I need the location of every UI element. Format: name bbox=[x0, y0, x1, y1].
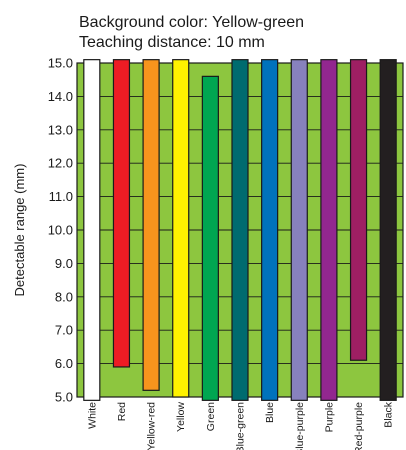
y-tick-label: 10.0 bbox=[48, 223, 73, 238]
x-tick-label-red-purple: Red-purple bbox=[353, 402, 365, 450]
y-tick-label: 7.0 bbox=[55, 323, 73, 338]
x-tick-label-yellow: Yellow bbox=[175, 402, 187, 432]
y-axis-label: Detectable range (mm) bbox=[12, 164, 27, 297]
x-tick-label-black: Black bbox=[383, 401, 395, 427]
x-tick-label-blue-green: Blue-green bbox=[235, 402, 247, 450]
bar-white bbox=[83, 59, 101, 401]
y-tick-label: 15.0 bbox=[48, 56, 73, 71]
bar-blue bbox=[261, 59, 279, 401]
y-tick-label: 8.0 bbox=[55, 289, 73, 304]
bars bbox=[83, 59, 397, 401]
chart-title-line-1: Background color: Yellow-green bbox=[79, 14, 304, 31]
y-tick-label: 14.0 bbox=[48, 89, 73, 104]
x-tick-label-blue-purple: Blue-purple bbox=[294, 402, 306, 450]
bar-blue-purple bbox=[290, 59, 308, 401]
bar-black bbox=[379, 59, 397, 401]
x-tick-label-white: White bbox=[86, 402, 98, 429]
x-tick-label-blue: Blue bbox=[264, 402, 276, 423]
bar-yellow bbox=[172, 59, 190, 398]
y-tick-label: 11.0 bbox=[49, 189, 73, 204]
y-tick-label: 12.0 bbox=[48, 156, 73, 171]
chart-title-line-2: Teaching distance: 10 mm bbox=[79, 34, 265, 51]
x-tick-label-green: Green bbox=[205, 402, 217, 431]
bar-green bbox=[201, 75, 219, 401]
x-axis-labels: White Red Yellow-red Yellow Green Blue-green B… bbox=[86, 401, 394, 450]
bar-red bbox=[112, 59, 131, 368]
bar-yellow-red bbox=[142, 59, 160, 391]
x-tick-label-red: Red bbox=[116, 402, 128, 421]
x-tick-label-yellow-red: Yellow-red bbox=[146, 402, 158, 450]
bar-red-purple bbox=[349, 59, 368, 361]
bar-blue-green bbox=[231, 59, 249, 401]
y-tick-label: 6.0 bbox=[55, 356, 73, 371]
y-axis-ticks: 5.0 6.0 7.0 8.0 9.0 10.0 11.0 12.0 13.0 14.0 15.0 bbox=[48, 56, 73, 405]
y-tick-label: 5.0 bbox=[55, 390, 73, 405]
bar-purple bbox=[320, 59, 338, 401]
y-tick-label: 13.0 bbox=[48, 122, 73, 137]
y-tick-label: 9.0 bbox=[55, 256, 73, 271]
x-tick-label-purple: Purple bbox=[323, 402, 335, 433]
